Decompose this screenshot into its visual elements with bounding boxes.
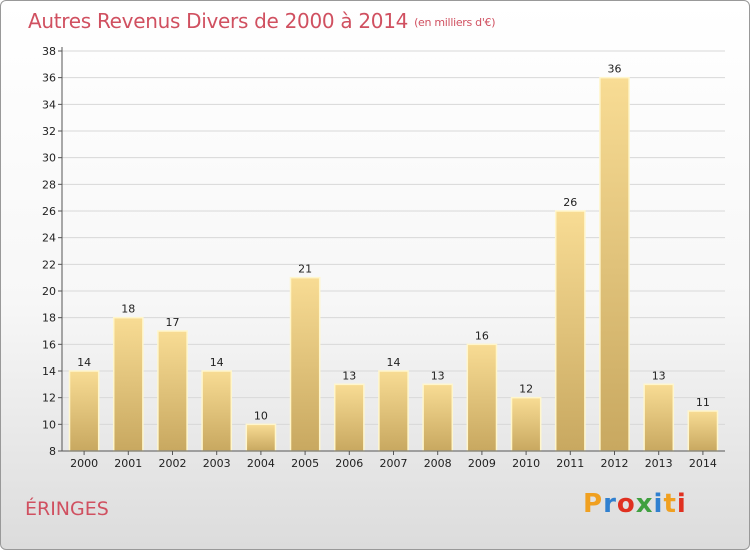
bar xyxy=(378,370,409,452)
bar-value-label: 17 xyxy=(166,316,180,329)
bar xyxy=(201,370,233,452)
bar-value-label: 21 xyxy=(298,263,312,276)
bar-value-label: 10 xyxy=(254,409,268,422)
y-tick-label: 34 xyxy=(42,98,56,111)
x-tick-label: 2000 xyxy=(70,457,98,470)
logo-letter: i xyxy=(676,489,687,519)
bar xyxy=(422,383,454,452)
proxiti-logo: Proxiti xyxy=(583,489,687,519)
bar-value-label: 13 xyxy=(342,369,356,382)
bar-value-label: 13 xyxy=(431,369,445,382)
bar-value-label: 11 xyxy=(696,396,710,409)
bar xyxy=(687,410,719,452)
chart-title: Autres Revenus Divers de 2000 à 2014 (en … xyxy=(28,9,496,33)
logo-letter: P xyxy=(583,489,604,519)
bar-value-label: 36 xyxy=(608,63,622,76)
y-tick-label: 8 xyxy=(49,445,56,458)
bar xyxy=(112,316,144,452)
labels: 8 10 12 14 16 18 20 22 24 26 28 30 32 34 36 38 14 2000 18 2… xyxy=(42,45,717,470)
y-tick-label: 12 xyxy=(42,392,56,405)
bar xyxy=(466,343,498,452)
y-tick-label: 28 xyxy=(42,178,56,191)
x-tick-label: 2004 xyxy=(247,457,275,470)
location-label: ÉRINGES xyxy=(25,498,109,520)
logo-letter: x xyxy=(635,489,654,519)
x-tick-label: 2002 xyxy=(159,457,187,470)
y-tick-label: 36 xyxy=(42,72,56,85)
x-tick-label: 2010 xyxy=(512,457,540,470)
bar xyxy=(643,383,675,452)
x-tick-label: 2006 xyxy=(335,457,363,470)
bar-value-label: 26 xyxy=(563,196,577,209)
y-tick-label: 20 xyxy=(42,285,56,298)
x-tick-label: 2014 xyxy=(689,457,717,470)
bar-value-label: 12 xyxy=(519,383,533,396)
logo-letter: o xyxy=(616,489,636,519)
y-tick-label: 32 xyxy=(42,125,56,138)
bar xyxy=(510,396,542,452)
bar xyxy=(157,330,188,452)
bar xyxy=(289,276,321,452)
logo-letter: i xyxy=(653,489,664,519)
bar xyxy=(333,383,365,452)
x-tick-label: 2008 xyxy=(424,457,452,470)
bar xyxy=(599,76,630,452)
bar-value-label: 14 xyxy=(387,356,401,369)
bar-value-label: 16 xyxy=(475,329,489,342)
x-tick-label: 2005 xyxy=(291,457,319,470)
bar-value-label: 14 xyxy=(210,356,224,369)
x-tick-label: 2009 xyxy=(468,457,496,470)
bar xyxy=(554,210,586,452)
logo-letter: t xyxy=(663,489,677,519)
x-tick-label: 2011 xyxy=(556,457,584,470)
x-tick-label: 2001 xyxy=(114,457,142,470)
y-tick-label: 30 xyxy=(42,152,56,165)
x-tick-label: 2003 xyxy=(203,457,231,470)
bar xyxy=(245,423,277,452)
chart-subtitle: (en milliers d'€) xyxy=(414,16,496,29)
y-tick-label: 10 xyxy=(42,418,56,431)
bar-value-label: 13 xyxy=(652,369,666,382)
x-tick-label: 2012 xyxy=(601,457,629,470)
title-text: Autres Revenus Divers de 2000 à 2014 xyxy=(28,9,409,33)
x-tick-label: 2007 xyxy=(380,457,408,470)
bar xyxy=(68,370,100,452)
bar-value-label: 14 xyxy=(77,356,91,369)
y-tick-label: 16 xyxy=(42,338,56,351)
y-tick-label: 22 xyxy=(42,258,56,271)
y-tick-label: 26 xyxy=(42,205,56,218)
x-tick-label: 2013 xyxy=(645,457,673,470)
y-tick-label: 24 xyxy=(42,232,56,245)
axes xyxy=(58,47,725,455)
y-tick-label: 38 xyxy=(42,45,56,58)
y-tick-label: 14 xyxy=(42,365,56,378)
logo-letter: r xyxy=(603,489,617,519)
y-tick-label: 18 xyxy=(42,312,56,325)
bars xyxy=(68,76,719,452)
bar-value-label: 18 xyxy=(121,303,135,316)
